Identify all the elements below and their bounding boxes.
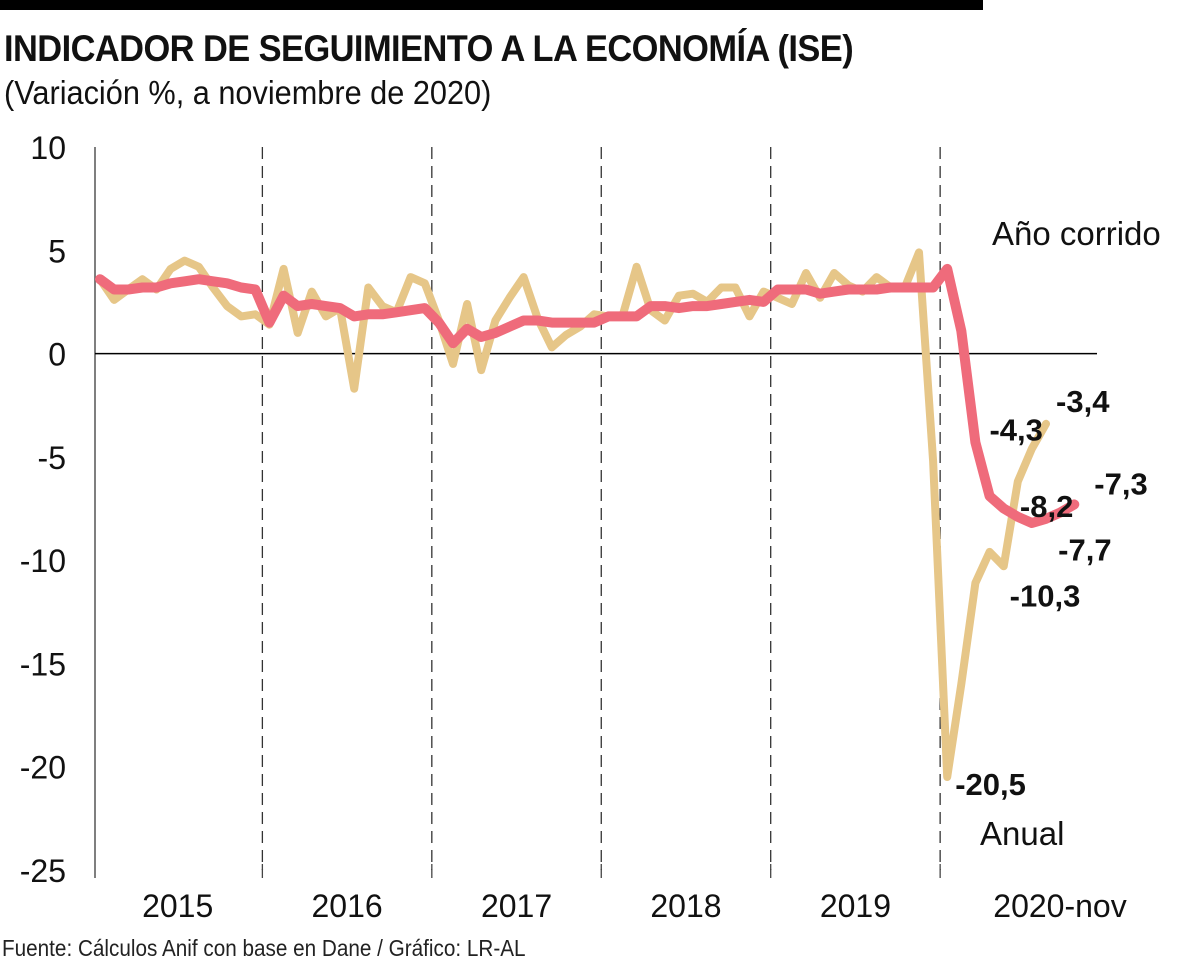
data-label: -10,3 (1010, 578, 1081, 613)
chart-subtitle: (Variación %, a noviembre de 2020) (4, 74, 492, 111)
y-tick-label: -10 (20, 543, 66, 579)
y-tick-label: -15 (20, 646, 66, 682)
top-rule (0, 0, 983, 10)
data-label: -7,7 (1058, 533, 1111, 568)
x-tick-label: 2020-nov (993, 888, 1126, 924)
data-labels: -20,5 -10,3 -3,4 -4,3 -8,2 -7,7 -7,3 (955, 384, 1148, 802)
data-label: -20,5 (955, 767, 1026, 802)
series-group (95, 248, 1080, 781)
series-label-anual: Anual (980, 815, 1064, 852)
source-note: Fuente: Cálculos Anif con base en Dane /… (2, 935, 526, 961)
x-axis-ticks (261, 864, 941, 878)
y-axis-ticks: 10 5 0 -5 -10 -15 -20 -25 (20, 130, 66, 889)
x-tick-label: 2019 (820, 888, 891, 924)
series-line-anual (96, 248, 1050, 781)
y-tick-label: -5 (38, 440, 66, 476)
y-tick-label: -20 (20, 750, 66, 786)
x-tick-label: 2017 (481, 888, 552, 924)
y-tick-label: 5 (48, 233, 66, 269)
data-label: -4,3 (989, 412, 1042, 447)
y-tick-label: 10 (30, 130, 66, 166)
data-label: -7,3 (1094, 466, 1147, 501)
x-tick-label: 2015 (142, 888, 213, 924)
x-tick-label: 2016 (312, 888, 383, 924)
data-label: -3,4 (1056, 384, 1110, 419)
series-label-ano-corrido: Año corrido (992, 215, 1161, 252)
y-tick-label: 0 (48, 337, 66, 373)
x-tick-label: 2018 (650, 888, 721, 924)
series-line-ano-corrido (95, 263, 1080, 528)
year-dividers (261, 147, 941, 870)
y-tick-label: -25 (20, 853, 66, 889)
data-label: -8,2 (1020, 489, 1073, 524)
x-axis-labels: 2015 2016 2017 2018 2019 2020-nov (142, 888, 1127, 924)
chart-title: INDICADOR DE SEGUIMIENTO A LA ECONOMÍA (… (4, 28, 854, 69)
